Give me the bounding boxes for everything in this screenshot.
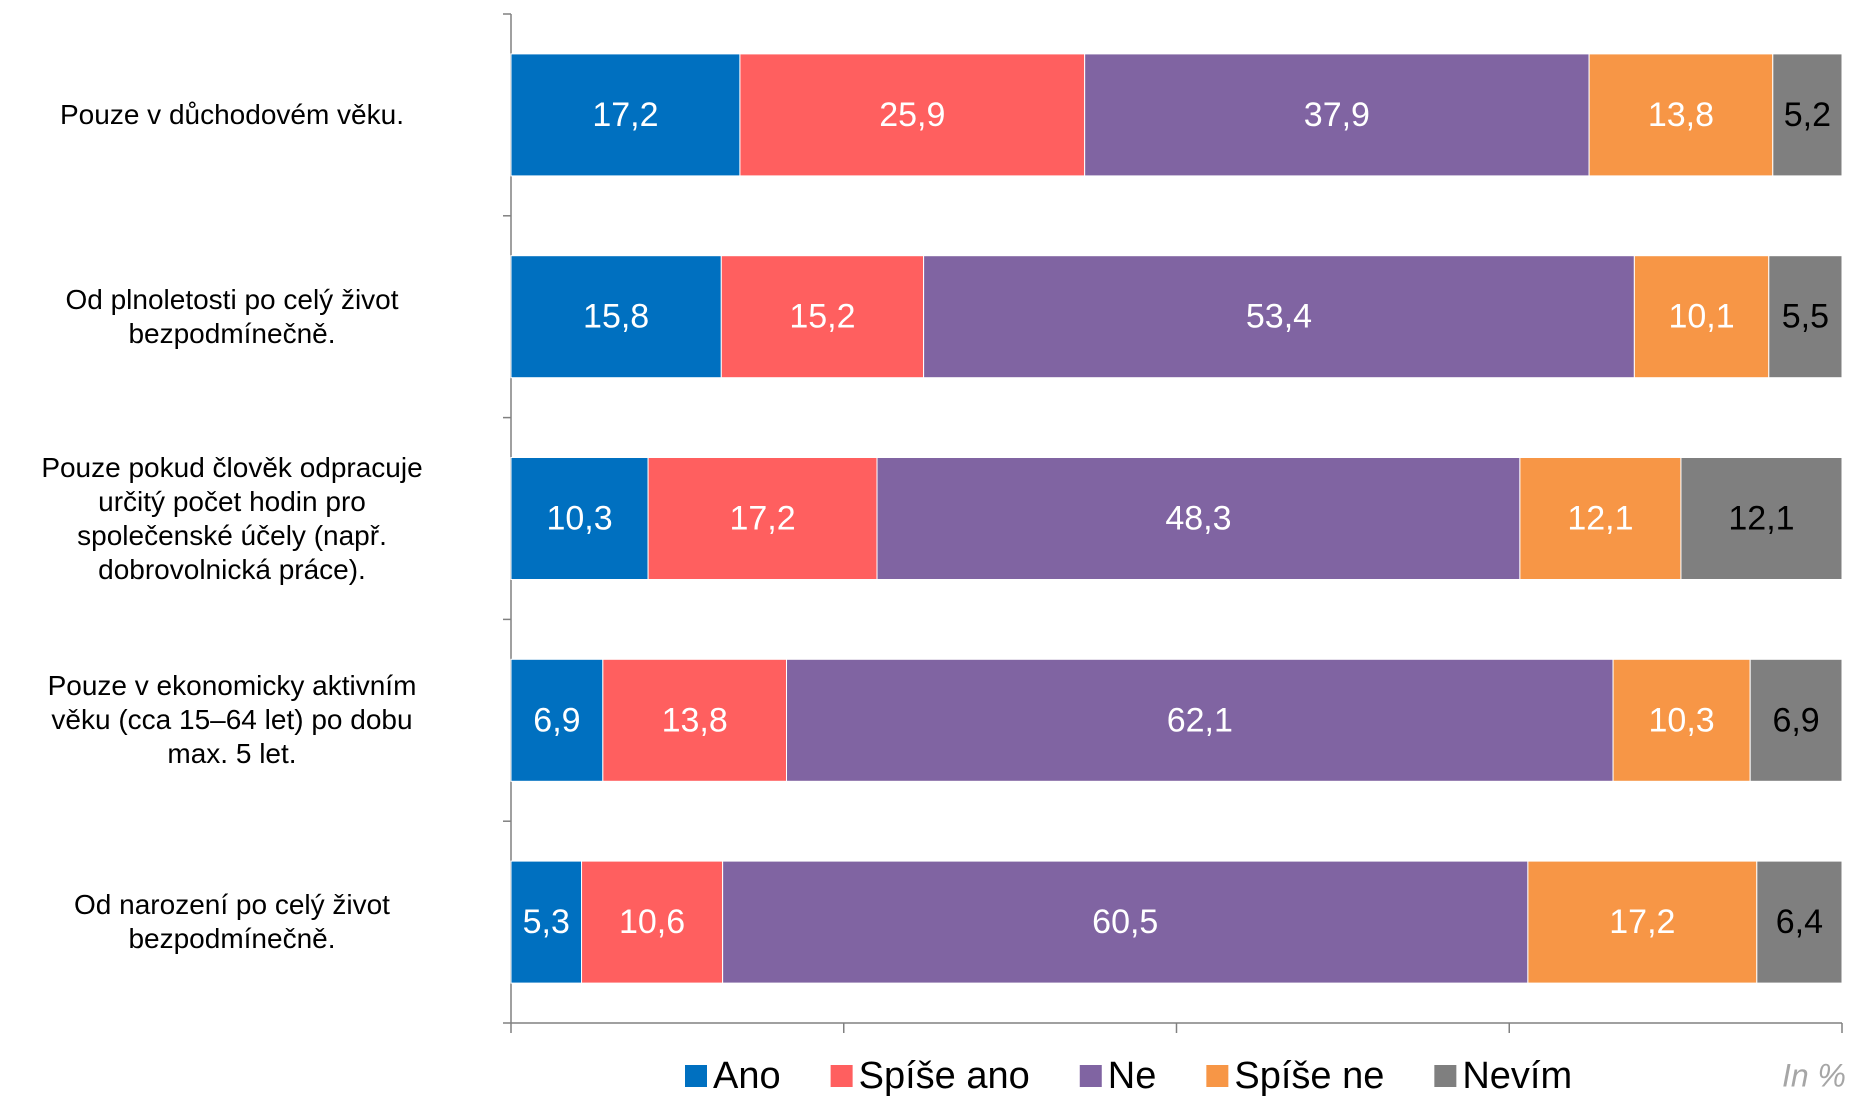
value-label: 6,9	[533, 701, 580, 739]
value-label: 53,4	[1246, 298, 1312, 336]
value-label: 10,6	[619, 903, 685, 941]
bar-segment	[1633, 255, 1770, 379]
bar-segment	[1768, 255, 1843, 379]
value-label: 12,1	[1567, 499, 1633, 537]
value-label: 10,1	[1668, 298, 1734, 336]
value-label: 62,1	[1167, 701, 1233, 739]
bar-segment	[1749, 658, 1843, 782]
bar-segment	[510, 255, 722, 379]
legend-swatch	[685, 1065, 707, 1087]
value-label: 25,9	[879, 96, 945, 134]
bar-segment	[1756, 860, 1843, 984]
bar-segment	[1680, 457, 1843, 580]
bar-segment	[647, 457, 878, 580]
value-label: 13,8	[662, 701, 728, 739]
y-tick-label: Od narození po celý život bezpodmínečně.	[74, 889, 390, 955]
bar-segment	[923, 255, 1635, 379]
legend-swatch	[1079, 1065, 1102, 1087]
bar-segment	[720, 255, 925, 379]
bar-segment	[1527, 860, 1758, 984]
legend-swatch	[1206, 1065, 1229, 1087]
value-label: 17,2	[729, 499, 795, 537]
value-label: 10,3	[1649, 701, 1715, 739]
bar-segment	[510, 658, 604, 782]
value-label: 13,8	[1648, 96, 1714, 134]
bar-segment	[602, 658, 788, 782]
bar-segment	[510, 457, 649, 580]
bar-segment	[1772, 53, 1843, 177]
y-tick-label: Pouze v ekonomicky aktivním věku (cca 15…	[47, 670, 417, 770]
legend-swatch	[1434, 1065, 1457, 1087]
value-label: 6,9	[1772, 701, 1819, 739]
bar-segment	[1588, 53, 1774, 177]
legend-label: Spíše ne	[1234, 1055, 1384, 1097]
value-label: 5,2	[1784, 96, 1831, 134]
bar-segment	[581, 860, 724, 984]
bar-segment	[786, 658, 1614, 782]
value-label: 15,8	[583, 298, 649, 336]
legend-label: Ne	[1108, 1055, 1157, 1097]
bar-segment	[1084, 53, 1590, 177]
y-tick-label: Od plnoletosti po celý život bezpodmíneč…	[65, 283, 399, 349]
legend-label: Nevím	[1462, 1055, 1572, 1097]
value-label: 5,5	[1782, 298, 1829, 336]
value-label: 37,9	[1304, 96, 1370, 134]
value-label: 12,1	[1728, 499, 1794, 537]
bar-segment	[739, 53, 1086, 177]
legend-swatch	[830, 1065, 853, 1087]
value-label: 10,3	[546, 499, 612, 537]
legend-label: Ano	[713, 1055, 781, 1097]
y-tick-label: Pouze v důchodovém věku.	[60, 98, 404, 130]
value-label: 17,2	[592, 96, 658, 134]
value-label: 6,4	[1776, 903, 1823, 941]
value-label: 60,5	[1092, 903, 1158, 941]
y-tick-label: Pouze pokud člověk odpracuje určitý poče…	[41, 451, 423, 585]
bar-segment	[510, 53, 741, 177]
value-label: 48,3	[1165, 499, 1231, 537]
value-label: 17,2	[1609, 903, 1675, 941]
value-label: 15,2	[789, 298, 855, 336]
annotation: In %	[1782, 1057, 1846, 1093]
bar-segment	[876, 457, 1521, 580]
value-label: 5,3	[523, 903, 570, 941]
legend-label: Spíše ano	[859, 1055, 1030, 1097]
